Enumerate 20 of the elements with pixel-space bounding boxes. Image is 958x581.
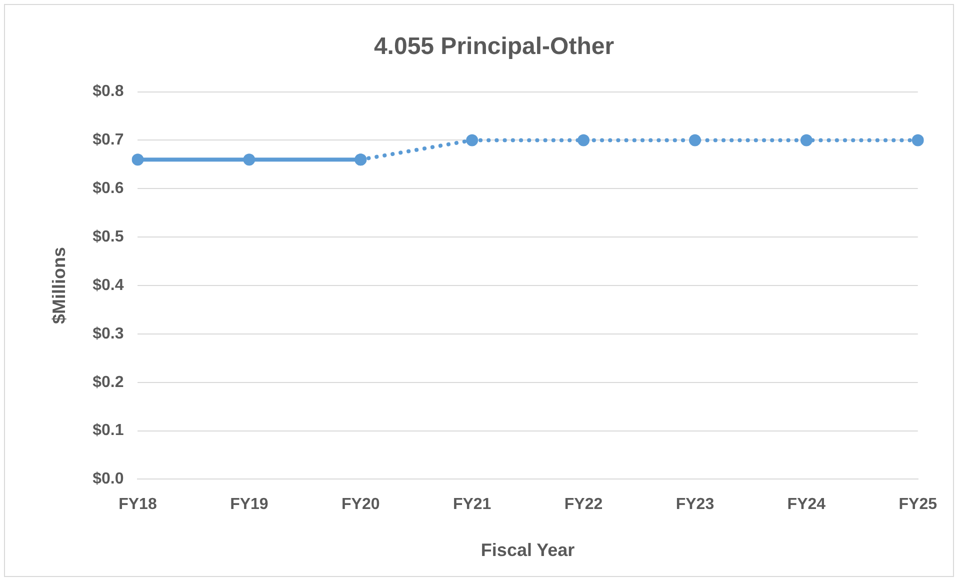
x-tick-label: FY22 <box>564 496 603 514</box>
x-tick-label: FY24 <box>787 496 826 514</box>
x-tick-label: FY18 <box>118 496 157 514</box>
y-tick-label: $0.1 <box>92 422 124 440</box>
y-tick-label: $0.7 <box>92 132 124 149</box>
y-tick-label: $0.8 <box>92 83 124 100</box>
x-tick-label: FY23 <box>676 496 714 514</box>
y-tick-label: $0.5 <box>92 228 124 246</box>
x-tick-label: FY20 <box>342 496 380 514</box>
y-axis-title: $Millions <box>48 246 69 324</box>
y-tick-label: $0.0 <box>92 470 124 488</box>
y-tick-label: $0.4 <box>92 276 124 294</box>
x-tick-label: FY19 <box>230 496 268 514</box>
x-tick-label: FY21 <box>452 496 492 514</box>
y-tick-label: $0.6 <box>92 180 124 198</box>
x-axis-title: Fiscal Year <box>480 540 575 560</box>
y-tick-label: $0.3 <box>92 325 124 342</box>
y-tick-label: $0.2 <box>92 374 124 391</box>
chart-title: 4.055 Principal-Other <box>374 33 614 60</box>
x-tick-label: FY25 <box>898 496 938 514</box>
